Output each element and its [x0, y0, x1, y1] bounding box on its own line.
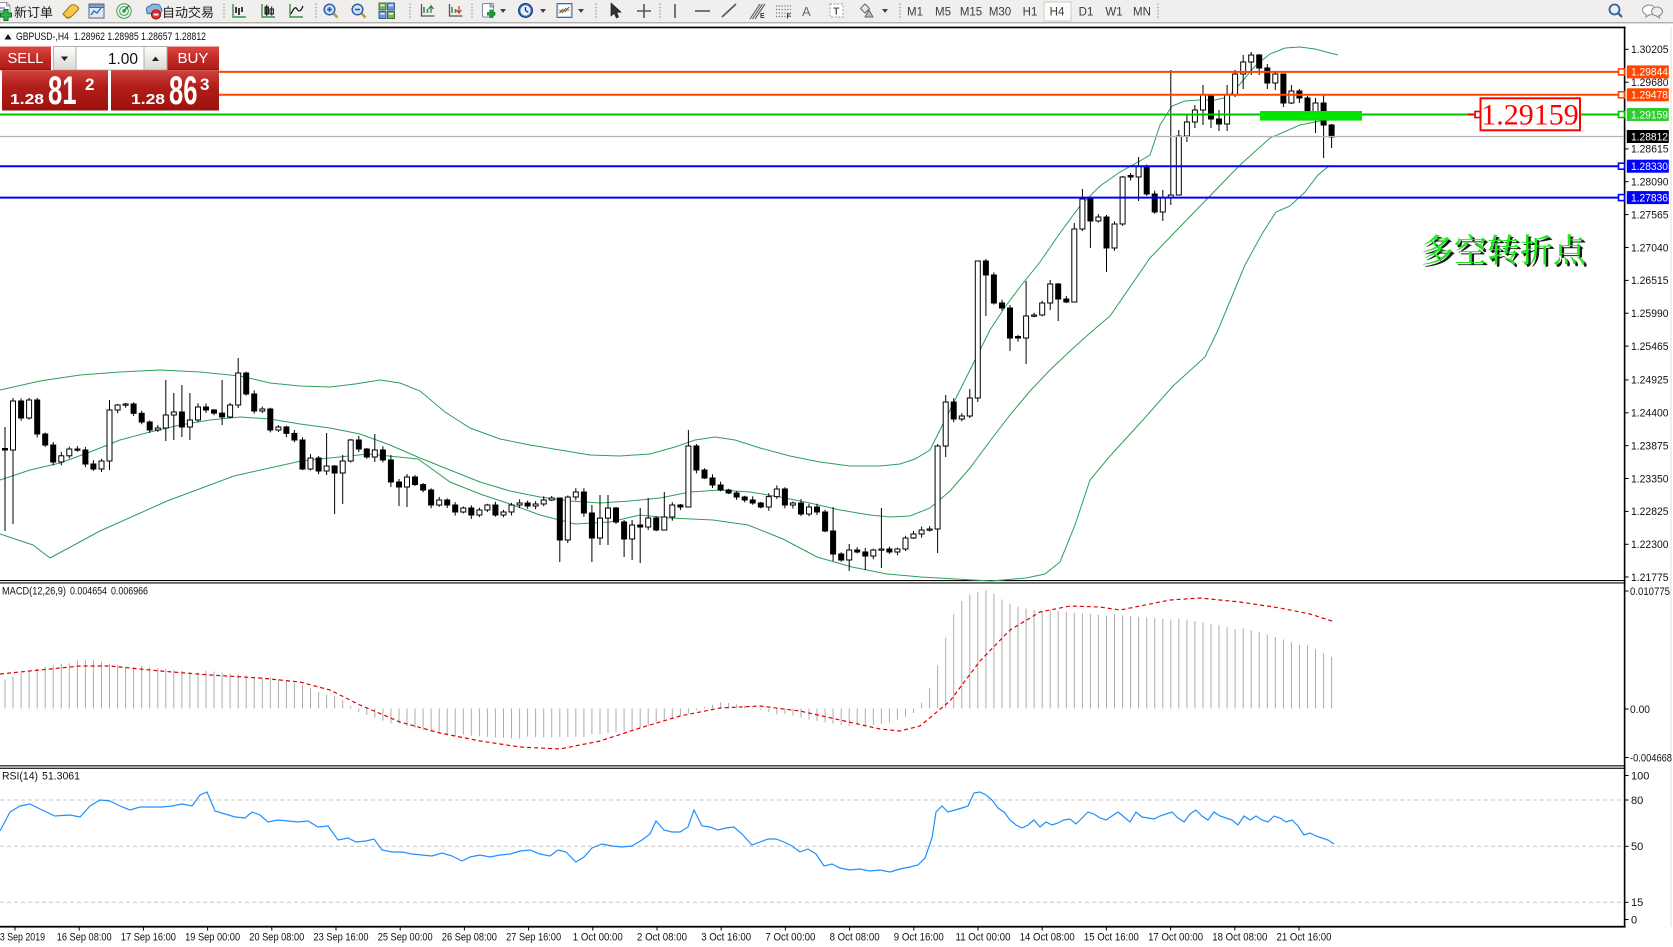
- svg-text:3: 3: [200, 75, 209, 94]
- svg-text:15 Oct 16:00: 15 Oct 16:00: [1084, 932, 1139, 944]
- svg-text:8 Oct 08:00: 8 Oct 08:00: [830, 932, 880, 944]
- svg-text:1.29478: 1.29478: [1631, 90, 1668, 102]
- svg-text:1.25990: 1.25990: [1631, 308, 1669, 320]
- svg-text:14 Oct 08:00: 14 Oct 08:00: [1020, 932, 1075, 944]
- svg-text:1.29159: 1.29159: [1631, 109, 1668, 121]
- svg-text:1.23875: 1.23875: [1631, 441, 1669, 453]
- svg-text:1.27040: 1.27040: [1631, 242, 1669, 254]
- svg-text:1.24925: 1.24925: [1631, 375, 1669, 387]
- svg-text:17 Oct 00:00: 17 Oct 00:00: [1148, 932, 1203, 944]
- svg-text:80: 80: [1631, 795, 1643, 807]
- svg-text:E: E: [760, 13, 765, 20]
- svg-text:1.27565: 1.27565: [1631, 209, 1669, 221]
- svg-text:18 Oct 08:00: 18 Oct 08:00: [1212, 932, 1267, 944]
- svg-text:RSI(14): RSI(14): [2, 771, 38, 783]
- svg-text:51.3061: 51.3061: [42, 771, 80, 783]
- svg-text:0.00: 0.00: [1630, 704, 1650, 716]
- svg-text:1.28812: 1.28812: [1631, 131, 1668, 143]
- svg-text:19 Sep 00:00: 19 Sep 00:00: [185, 932, 240, 944]
- svg-text:F: F: [787, 14, 792, 21]
- svg-text:1.27836: 1.27836: [1631, 192, 1668, 204]
- svg-text:1.21775: 1.21775: [1631, 572, 1669, 584]
- svg-text:86: 86: [169, 69, 198, 113]
- svg-text:H1: H1: [1023, 7, 1038, 19]
- svg-text:11 Oct 00:00: 11 Oct 00:00: [956, 932, 1011, 944]
- svg-text:0: 0: [1631, 914, 1637, 926]
- svg-text:0.004654: 0.004654: [70, 586, 107, 598]
- svg-text:1.25465: 1.25465: [1631, 341, 1669, 353]
- svg-text:16 Sep 08:00: 16 Sep 08:00: [57, 932, 112, 944]
- svg-text:3 Oct 16:00: 3 Oct 16:00: [701, 932, 751, 944]
- svg-text:1 Oct 00:00: 1 Oct 00:00: [573, 932, 623, 944]
- svg-text:100: 100: [1631, 770, 1649, 782]
- svg-text:13 Sep 2019: 13 Sep 2019: [0, 932, 45, 944]
- svg-text:1.26515: 1.26515: [1631, 275, 1669, 287]
- svg-text:1.22825: 1.22825: [1631, 506, 1669, 518]
- svg-text:1.23350: 1.23350: [1631, 473, 1669, 485]
- svg-text:81: 81: [48, 69, 77, 113]
- svg-text:1.28615: 1.28615: [1631, 144, 1669, 156]
- svg-text:M15: M15: [960, 7, 982, 19]
- svg-text:1.24400: 1.24400: [1631, 408, 1669, 420]
- svg-text:20 Sep 08:00: 20 Sep 08:00: [249, 932, 304, 944]
- svg-text:M30: M30: [989, 7, 1011, 19]
- svg-text:9 Oct 16:00: 9 Oct 16:00: [894, 932, 944, 944]
- svg-text:1.28090: 1.28090: [1631, 177, 1669, 189]
- svg-text:15: 15: [1631, 897, 1643, 909]
- svg-text:1.22300: 1.22300: [1631, 539, 1669, 551]
- svg-text:21 Oct 16:00: 21 Oct 16:00: [1277, 932, 1332, 944]
- svg-text:1.28: 1.28: [131, 91, 165, 108]
- svg-text:1.00: 1.00: [108, 51, 139, 68]
- svg-text:27 Sep 16:00: 27 Sep 16:00: [506, 932, 561, 944]
- svg-text:T: T: [833, 7, 839, 18]
- svg-text:MN: MN: [1133, 7, 1151, 19]
- svg-text:H4: H4: [1050, 7, 1065, 19]
- svg-text:1.29680: 1.29680: [1631, 77, 1669, 89]
- svg-text:MACD(12,26,9): MACD(12,26,9): [2, 586, 66, 598]
- svg-text:1.28: 1.28: [10, 91, 44, 108]
- svg-text:1.30205: 1.30205: [1631, 44, 1669, 56]
- svg-text:1.29844: 1.29844: [1631, 67, 1668, 79]
- svg-text:A: A: [802, 4, 811, 19]
- svg-text:0.010775: 0.010775: [1630, 586, 1670, 598]
- svg-text:W1: W1: [1105, 7, 1122, 19]
- svg-text:26 Sep 08:00: 26 Sep 08:00: [442, 932, 497, 944]
- svg-text:2 Oct 08:00: 2 Oct 08:00: [637, 932, 687, 944]
- svg-text:-0.004668: -0.004668: [1630, 752, 1672, 764]
- svg-text:D1: D1: [1079, 7, 1094, 19]
- svg-text:BUY: BUY: [178, 51, 209, 67]
- svg-text:50: 50: [1631, 841, 1643, 853]
- svg-text:SELL: SELL: [8, 51, 44, 67]
- svg-text:23 Sep 16:00: 23 Sep 16:00: [314, 932, 369, 944]
- svg-text:2: 2: [85, 75, 94, 94]
- svg-text:GBPUSD-,H4 1.28962 1.28985 1.: GBPUSD-,H4 1.28962 1.28985 1.28657 1.288…: [16, 31, 206, 43]
- svg-text:17 Sep 16:00: 17 Sep 16:00: [121, 932, 176, 944]
- svg-text:25 Sep 00:00: 25 Sep 00:00: [378, 932, 433, 944]
- svg-text:0.006966: 0.006966: [111, 586, 148, 598]
- svg-text:1.29159: 1.29159: [1481, 99, 1579, 132]
- svg-text:7 Oct 00:00: 7 Oct 00:00: [765, 932, 815, 944]
- svg-text:M5: M5: [935, 7, 951, 19]
- svg-text:1.28330: 1.28330: [1631, 161, 1668, 173]
- svg-text:M1: M1: [907, 7, 923, 19]
